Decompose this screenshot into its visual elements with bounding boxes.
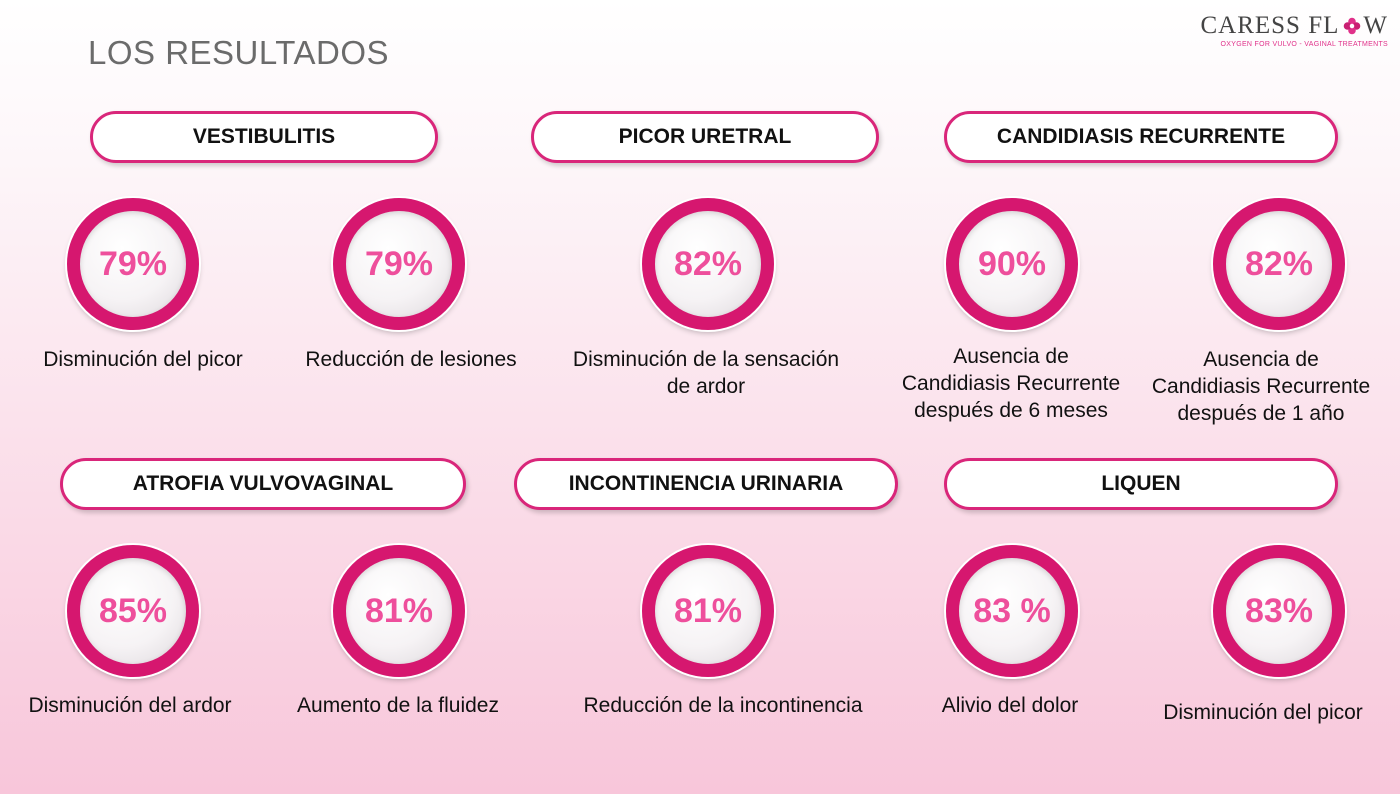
stat-circle: 83 %	[946, 545, 1078, 677]
stat-caption: Ausencia de Candidiasis Recurrente después…	[901, 345, 1121, 422]
stat-caption: Disminución del picor	[1163, 701, 1363, 724]
stat-value: 83%	[1244, 591, 1314, 630]
stat-caption: Disminución de la sensación de ardor	[572, 348, 840, 398]
stat-circle: 90%	[946, 198, 1078, 330]
stat-value: 83 %	[973, 591, 1051, 630]
stat-circle: 82%	[1213, 198, 1345, 330]
category-liquen: LIQUEN	[944, 458, 1338, 510]
stat-caption: Aumento de la fluidez	[297, 694, 499, 717]
stat-value: 81%	[364, 591, 434, 630]
stat-circle: 82%	[642, 198, 774, 330]
category-incontinencia-urinaria: INCONTINENCIA URINARIA	[514, 458, 898, 510]
stat-caption: Disminución del picor	[43, 348, 243, 371]
logo-tagline: OXYGEN FOR VULVO - VAGINAL TREATMENTS	[1220, 41, 1388, 48]
logo-name: CARESS FL W	[1200, 12, 1388, 39]
stat-circle: 79%	[333, 198, 465, 330]
stat-circle: 83%	[1213, 545, 1345, 677]
category-candidiasis-recurrente: CANDIDIASIS RECURRENTE	[944, 111, 1338, 163]
brand-logo: CARESS FL W OXYGEN FOR VULVO - VAGINAL T…	[1200, 12, 1388, 48]
category-vestibulitis: VESTIBULITIS	[90, 111, 438, 163]
stat-circle: 85%	[67, 545, 199, 677]
stat-value: 82%	[673, 244, 743, 283]
stat-caption: Alivio del dolor	[941, 694, 1079, 717]
stat-value: 79%	[98, 244, 168, 283]
stat-value: 90%	[977, 244, 1047, 283]
stat-circle: 81%	[333, 545, 465, 677]
category-atrofia-vulvovaginal: ATROFIA VULVOVAGINAL	[60, 458, 466, 510]
stat-caption: Ausencia de Candidiasis Recurrente después…	[1151, 348, 1371, 425]
stat-value: 82%	[1244, 244, 1314, 283]
flower-icon	[1344, 17, 1361, 35]
stat-circle: 81%	[642, 545, 774, 677]
stat-circle: 79%	[67, 198, 199, 330]
stat-value: 81%	[673, 591, 743, 630]
stat-value: 79%	[364, 244, 434, 283]
stat-caption: Reducción de lesiones	[305, 348, 517, 371]
category-picor-uretral: PICOR URETRAL	[531, 111, 879, 163]
page-title: LOS RESULTADOS	[88, 34, 390, 71]
stat-value: 85%	[98, 591, 168, 630]
stat-caption: Disminución del ardor	[28, 694, 232, 717]
stat-caption: Reducción de la incontinencia	[583, 694, 863, 717]
